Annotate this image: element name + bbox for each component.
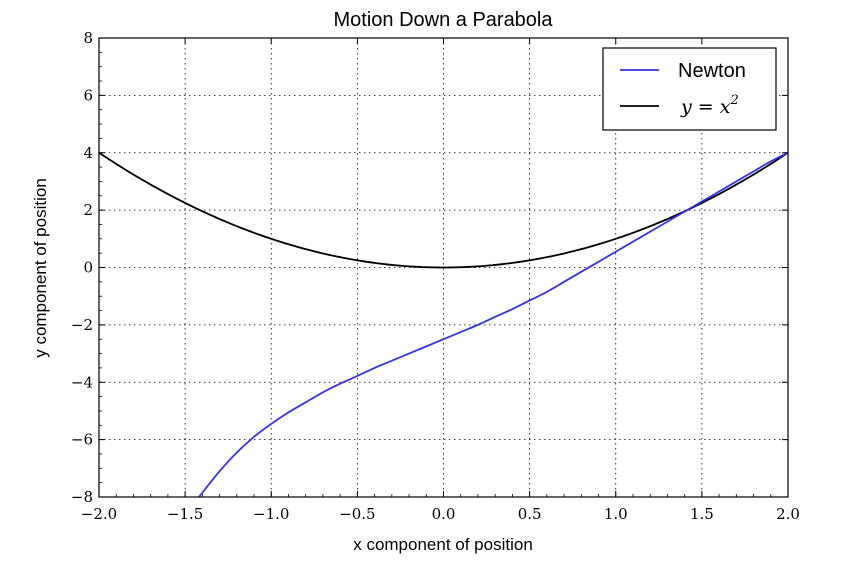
y-tick-label: 2 (83, 201, 93, 219)
chart-title: Motion Down a Parabola (333, 9, 553, 31)
y-tick-label: −6 (71, 431, 93, 449)
x-tick-label: 0.0 (432, 505, 456, 523)
series-layer (98, 151, 789, 498)
x-tick-labels: −2.0 −1.5 −1.0 −0.5 0.0 0.5 1.0 1.5 2.0 (81, 505, 800, 523)
x-tick-label: 0.5 (518, 505, 542, 523)
y-tick-label: −2 (71, 316, 93, 334)
legend-frame (602, 47, 777, 131)
y-tick-label: 6 (83, 86, 93, 104)
legend-label-newton: Newton (678, 60, 746, 82)
y-tick-label: 8 (83, 29, 93, 47)
y-tick-label: −8 (71, 488, 93, 506)
series-line-newton (198, 151, 789, 498)
y-tick-labels: −8 −6 −4 −2 0 2 4 6 8 (71, 29, 93, 506)
y-tick-label: 4 (83, 144, 93, 162)
ticks (98, 37, 789, 498)
legend-label-parabola: y = x2 (680, 93, 739, 118)
y-tick-label: 0 (83, 259, 93, 277)
x-axis-label: x component of position (353, 535, 533, 554)
x-tick-label: −0.5 (339, 505, 375, 523)
legend: Newton y = x2 (602, 47, 777, 131)
x-tick-label: 1.5 (690, 505, 714, 523)
x-tick-label: 1.0 (604, 505, 628, 523)
x-tick-label: 2.0 (776, 505, 800, 523)
x-tick-label: −1.5 (167, 505, 203, 523)
x-tick-label: −2.0 (81, 505, 117, 523)
x-tick-label: −1.0 (253, 505, 289, 523)
series-line-parabola (98, 151, 789, 269)
y-axis-label: y component of position (31, 178, 50, 358)
y-tick-label: −4 (71, 373, 93, 391)
